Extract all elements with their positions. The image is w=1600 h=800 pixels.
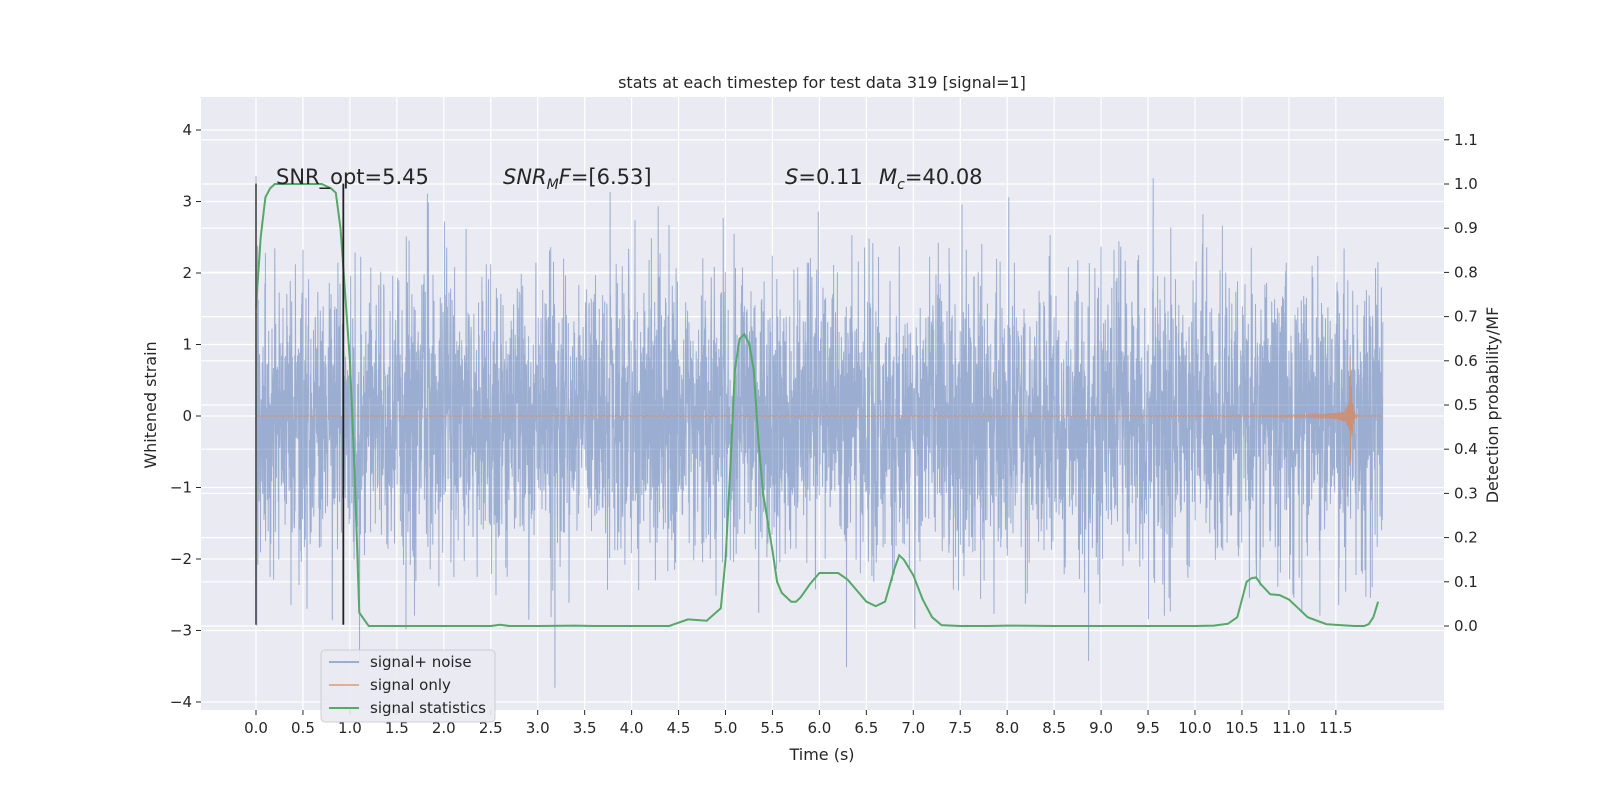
signal-noise-series <box>255 175 1384 688</box>
x-tick-label: 0.0 <box>244 719 268 737</box>
legend-label-signal-noise: signal+ noise <box>370 653 472 671</box>
y-right-tick-label: 0.4 <box>1454 440 1478 458</box>
signal-statistics-line <box>255 183 1380 627</box>
y-axis-left-label: Whitened strain <box>141 341 160 468</box>
y-left-tick-label: −4 <box>170 693 192 711</box>
x-tick-label: 7.5 <box>948 719 972 737</box>
y-right-tick-label: 0.3 <box>1454 484 1478 502</box>
x-tick-label: 3.5 <box>573 719 597 737</box>
x-tick-label: 7.0 <box>901 719 925 737</box>
x-tick-label: 4.5 <box>667 719 691 737</box>
y-right-tick-label: 1.0 <box>1454 175 1478 193</box>
x-tick-label: 4.0 <box>620 719 644 737</box>
signal-only-series <box>256 355 1383 463</box>
signal-statistics-series <box>255 183 1380 627</box>
y-right-tick-label: 1.1 <box>1454 131 1478 149</box>
annotation-s: S=0.11 <box>785 165 863 189</box>
signal-only-line <box>256 355 1383 463</box>
vertical-markers <box>255 183 345 625</box>
y-left-tick-label: −1 <box>170 479 192 497</box>
x-tick-label: 1.0 <box>338 719 362 737</box>
x-tick-label: 1.5 <box>385 719 409 737</box>
y-right-tick-label: 0.7 <box>1454 308 1478 326</box>
signal-noise-line <box>255 175 1384 688</box>
x-axis-label: Time (s) <box>788 745 854 764</box>
y-right-tick-label: 0.8 <box>1454 263 1478 281</box>
x-tick-label: 6.0 <box>807 719 831 737</box>
y-left-tick-label: 1 <box>182 336 192 354</box>
y-right-tick-label: 0.0 <box>1454 617 1478 635</box>
x-tick-label: 0.5 <box>291 719 315 737</box>
x-tick-label: 8.5 <box>1042 719 1066 737</box>
annotation-snr-mf: SNRMF=[6.53] <box>503 165 652 193</box>
y-left-tick-label: 2 <box>182 264 192 282</box>
annotation-snr-opt: SNR_opt=5.45 <box>276 165 429 190</box>
x-tick-label: 9.0 <box>1089 719 1113 737</box>
y-right-tick-label: 0.2 <box>1454 529 1478 547</box>
x-tick-label: 10.5 <box>1225 719 1258 737</box>
x-tick-label: 5.0 <box>714 719 738 737</box>
x-tick-label: 2.5 <box>479 719 503 737</box>
x-tick-label: 8.0 <box>995 719 1019 737</box>
annotation-mc: Mc=40.08 <box>879 165 983 193</box>
legend: signal+ noise signal only signal statist… <box>320 649 496 723</box>
x-tick-label: 2.0 <box>432 719 456 737</box>
tick-labels: 0.0 0.5 1.0 1.5 2.0 2.5 3.0 3.5 4.0 4.5 5.0 5.5 6.0 6… <box>170 121 1478 737</box>
x-tick-label: 9.5 <box>1136 719 1160 737</box>
legend-label-signal-statistics: signal statistics <box>370 699 486 717</box>
x-tick-label: 5.5 <box>761 719 785 737</box>
y-left-tick-label: 3 <box>182 193 192 211</box>
y-right-tick-label: 0.1 <box>1454 573 1478 591</box>
y-right-tick-label: 0.9 <box>1454 219 1478 237</box>
x-tick-label: 11.5 <box>1319 719 1352 737</box>
x-tick-label: 6.5 <box>854 719 878 737</box>
y-left-tick-label: 4 <box>182 121 192 139</box>
y-axis-right-label: Detection probability/MF <box>1483 307 1502 504</box>
legend-label-signal-only: signal only <box>370 676 451 694</box>
x-tick-label: 10.0 <box>1178 719 1211 737</box>
y-left-tick-label: −3 <box>170 622 192 640</box>
y-right-tick-label: 0.6 <box>1454 352 1478 370</box>
y-left-tick-label: 0 <box>182 407 192 425</box>
chart-title: stats at each timestep for test data 319… <box>618 73 1026 92</box>
x-tick-label: 11.0 <box>1272 719 1305 737</box>
legend-box <box>320 649 496 723</box>
y-left-tick-label: −2 <box>170 550 192 568</box>
y-right-tick-label: 0.5 <box>1454 396 1478 414</box>
x-tick-label: 3.0 <box>526 719 550 737</box>
